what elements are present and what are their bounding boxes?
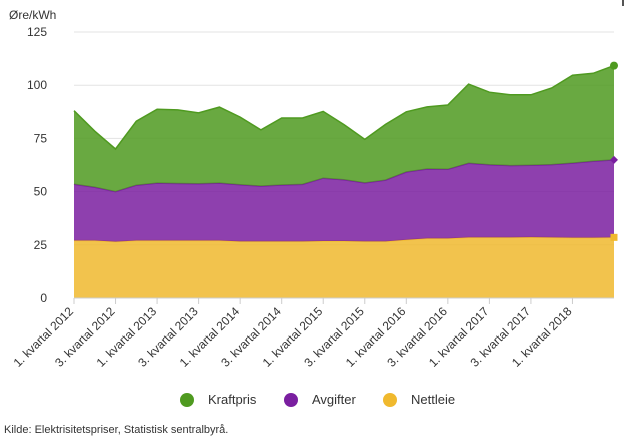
legend-item-avgifter[interactable]: Avgifter: [284, 392, 356, 407]
y-tick-label: 125: [27, 25, 47, 39]
legend-item-nettleie[interactable]: Nettleie: [383, 392, 455, 407]
source-note: Kilde: Elektrisitetspriser, Statistisk s…: [4, 424, 229, 436]
area-kraftpris: [74, 65, 614, 192]
y-tick-label: 100: [27, 78, 47, 92]
line-kraftpris: [73, 64, 615, 151]
y-axis: 0 25 50 75 100 125: [27, 25, 47, 305]
legend-dot-icon: [284, 392, 298, 407]
legend-label: Nettleie: [411, 392, 456, 407]
legend-dot-icon: [383, 392, 397, 407]
legend-dot-icon: [180, 392, 194, 407]
y-axis-unit-label: Øre/kWh: [9, 8, 56, 22]
area-layers: [73, 64, 615, 298]
legend-label: Kraftpris: [208, 392, 257, 407]
legend-item-kraftpris[interactable]: Kraftpris: [180, 392, 256, 407]
end-markers: [610, 61, 618, 241]
area-nettleie: [74, 237, 614, 298]
area-avgifter: [74, 159, 614, 242]
corner-mark: [622, 0, 624, 6]
legend: Kraftpris Avgifter Nettleie: [0, 392, 630, 416]
end-marker-avgifter: [610, 155, 618, 164]
y-tick-label: 50: [34, 185, 48, 199]
y-tick-label: 75: [34, 131, 48, 145]
y-tick-label: 25: [34, 238, 48, 252]
legend-label: Avgifter: [312, 392, 356, 407]
y-tick-label: 0: [40, 291, 47, 305]
end-marker-kraftpris: [610, 61, 618, 70]
end-marker-nettleie: [610, 233, 618, 241]
